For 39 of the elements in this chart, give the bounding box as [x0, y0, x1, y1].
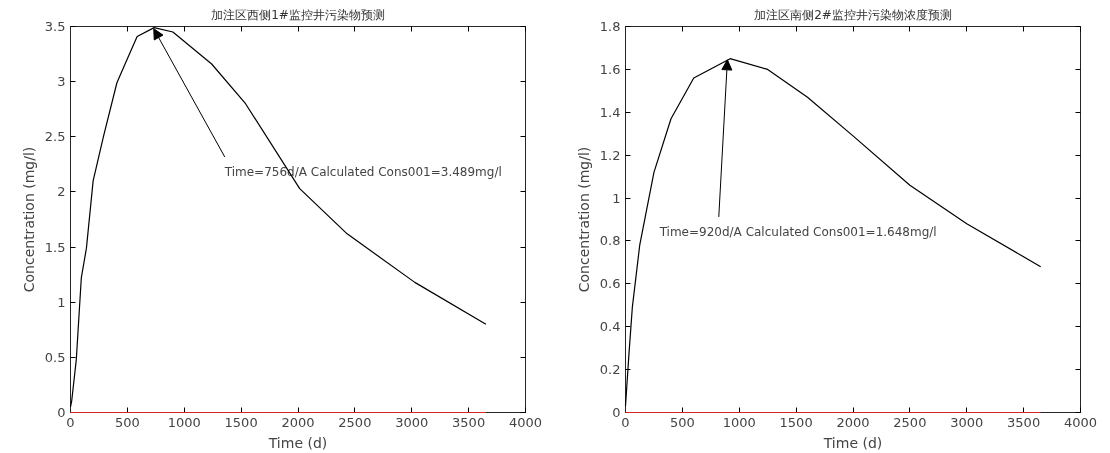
y-tick-label: 1 — [57, 294, 66, 310]
y-tick-label: 3.5 — [44, 19, 66, 34]
y-tick-label: 1 — [612, 190, 621, 206]
x-tick-label: 2500 — [893, 414, 927, 430]
y-tick-label: 0.6 — [599, 276, 621, 292]
x-tick-label: 1000 — [722, 414, 756, 430]
x-tick-label: 1000 — [167, 414, 201, 430]
y-axis-title: Concentration (mg/l) — [575, 146, 592, 293]
chart-title: 加注区南侧2#监控井污染物浓度预测 — [754, 7, 952, 22]
annotation: Time=920d/A Calculated Cons001=1.648mg/l — [658, 224, 937, 239]
y-tick-label: 3 — [57, 74, 66, 90]
y-tick-label: 2 — [57, 184, 66, 200]
x-tick-label: 2500 — [338, 414, 372, 430]
x-tick-label: 3500 — [1007, 414, 1041, 430]
y-axis-title: Concentration (mg/l) — [20, 146, 37, 293]
x-tick-label: 3500 — [452, 414, 486, 430]
y-tick-label: 0.5 — [44, 349, 66, 365]
y-tick-label: 1.4 — [599, 104, 621, 120]
x-tick-label: 500 — [669, 414, 695, 430]
x-tick-label: 4000 — [508, 414, 543, 430]
x-tick-label: 2000 — [281, 414, 315, 430]
x-tick-label: 500 — [114, 414, 140, 430]
y-tick-label: 1.8 — [599, 19, 621, 34]
y-tick-label: 1.2 — [599, 147, 621, 163]
y-tick-label: 1.6 — [599, 61, 621, 77]
x-tick-label: 3000 — [395, 414, 429, 430]
x-tick-label: 1500 — [224, 414, 258, 430]
x-tick-label: 1500 — [779, 414, 813, 430]
y-tick-label: 0.2 — [599, 362, 621, 378]
x-axis-title: Time (d) — [822, 434, 883, 451]
y-tick-label: 0.4 — [599, 319, 621, 335]
x-tick-label: 4000 — [1063, 414, 1098, 430]
x-tick-label: 3000 — [950, 414, 984, 430]
y-tick-label: 1.5 — [44, 239, 66, 255]
y-tick-label: 2.5 — [44, 129, 66, 145]
chart-title: 加注区西侧1#监控井污染物预测 — [211, 7, 385, 22]
x-axis-title: Time (d) — [267, 434, 328, 451]
x-tick-label: 2000 — [836, 414, 870, 430]
y-tick-label: 0.8 — [599, 233, 621, 249]
